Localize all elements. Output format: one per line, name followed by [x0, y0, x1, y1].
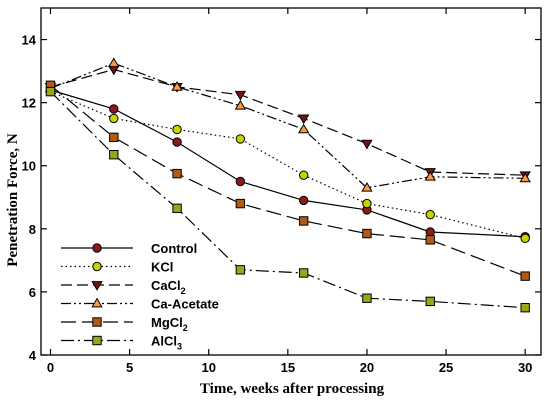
- series-mgcl2: [45, 80, 530, 281]
- data-point: [520, 271, 530, 281]
- legend-label-main: AlCl: [151, 334, 177, 349]
- legend-label-main: MgCl: [151, 315, 183, 330]
- data-point: [298, 268, 309, 278]
- y-tick-label: 4: [29, 348, 37, 363]
- data-point: [425, 296, 435, 307]
- legend-marker: [92, 335, 102, 346]
- data-point: [362, 228, 372, 239]
- x-tick-label: 30: [518, 360, 532, 375]
- y-tick-label: 14: [22, 33, 37, 48]
- data-point: [362, 293, 372, 303]
- legend-marker: [92, 261, 102, 272]
- legend-marker: [92, 317, 102, 327]
- x-tick-label: 10: [201, 360, 215, 375]
- series-line: [50, 91, 526, 309]
- data-point: [297, 114, 310, 125]
- data-point: [172, 168, 182, 179]
- series-line: [50, 68, 526, 176]
- series-kcl: [45, 86, 530, 243]
- data-point: [235, 134, 246, 144]
- legend-label-main: Control: [151, 241, 197, 256]
- series-alcl3: [45, 86, 530, 313]
- legend-label: KCl: [151, 260, 173, 275]
- data-point: [235, 198, 246, 209]
- data-point: [235, 265, 246, 275]
- data-point: [425, 227, 435, 237]
- data-point: [298, 195, 309, 206]
- data-point: [172, 137, 182, 147]
- y-tick-label: 8: [29, 222, 36, 237]
- data-point: [361, 139, 373, 150]
- data-point: [172, 124, 182, 135]
- data-point: [109, 104, 119, 114]
- data-point: [424, 170, 436, 181]
- legend-label-main: Ca-Acetate: [151, 297, 219, 312]
- data-point: [519, 172, 531, 183]
- y-tick-label: 12: [22, 96, 36, 111]
- legend-label-subscript: 2: [183, 323, 188, 333]
- legend-label-main: CaCl: [151, 278, 181, 293]
- data-point: [109, 132, 119, 143]
- x-tick-label: 25: [439, 360, 453, 375]
- axes: 0 5 10 15 20 25 30 4 6 8 10 12 14: [22, 7, 542, 375]
- data-point: [108, 57, 120, 68]
- plot-area: [44, 57, 531, 313]
- x-tick-label: 0: [47, 360, 54, 375]
- legend-label-main: KCl: [151, 260, 173, 275]
- data-point: [362, 198, 372, 209]
- y-tick-label: 10: [22, 159, 36, 174]
- legend-label: Ca-Acetate: [151, 297, 219, 312]
- y-tick-label: 6: [29, 285, 36, 300]
- legend-label-subscript: 3: [177, 342, 182, 352]
- x-tick-label: 5: [126, 360, 133, 375]
- data-point: [425, 209, 435, 220]
- legend-marker: [91, 281, 103, 291]
- series-line: [50, 84, 526, 277]
- data-point: [520, 302, 530, 313]
- x-axis-title: Time, weeks after processing: [200, 381, 385, 397]
- legend-label: AlCl3: [151, 334, 182, 352]
- plot-frame: [40, 7, 542, 356]
- data-point: [172, 203, 182, 214]
- series-cacl2: [44, 65, 531, 182]
- data-point: [298, 216, 309, 226]
- legend-marker: [91, 297, 103, 308]
- x-tick-label: 20: [360, 360, 374, 375]
- data-point: [109, 149, 119, 160]
- data-point: [297, 123, 310, 134]
- data-point: [520, 233, 530, 243]
- series-line: [50, 89, 526, 238]
- data-point: [234, 90, 247, 101]
- data-point: [361, 181, 373, 192]
- data-point: [109, 113, 119, 124]
- legend-marker: [92, 243, 102, 253]
- data-point: [298, 170, 309, 180]
- legend-label: CaCl2: [151, 278, 186, 296]
- series-line: [50, 62, 526, 189]
- data-point: [235, 176, 246, 187]
- data-point: [45, 86, 56, 97]
- series-line: [50, 91, 526, 239]
- data-point: [234, 99, 247, 110]
- series-ca-acetate: [44, 57, 531, 192]
- legend-label: Control: [151, 241, 197, 256]
- data-point: [425, 235, 435, 245]
- legend-label: MgCl2: [151, 315, 188, 333]
- y-axis-title: Penetration Force, N: [5, 133, 21, 267]
- data-point: [171, 81, 183, 91]
- series-control: [45, 85, 530, 242]
- x-tick-label: 15: [281, 360, 295, 375]
- legend-label-subscript: 2: [181, 286, 186, 296]
